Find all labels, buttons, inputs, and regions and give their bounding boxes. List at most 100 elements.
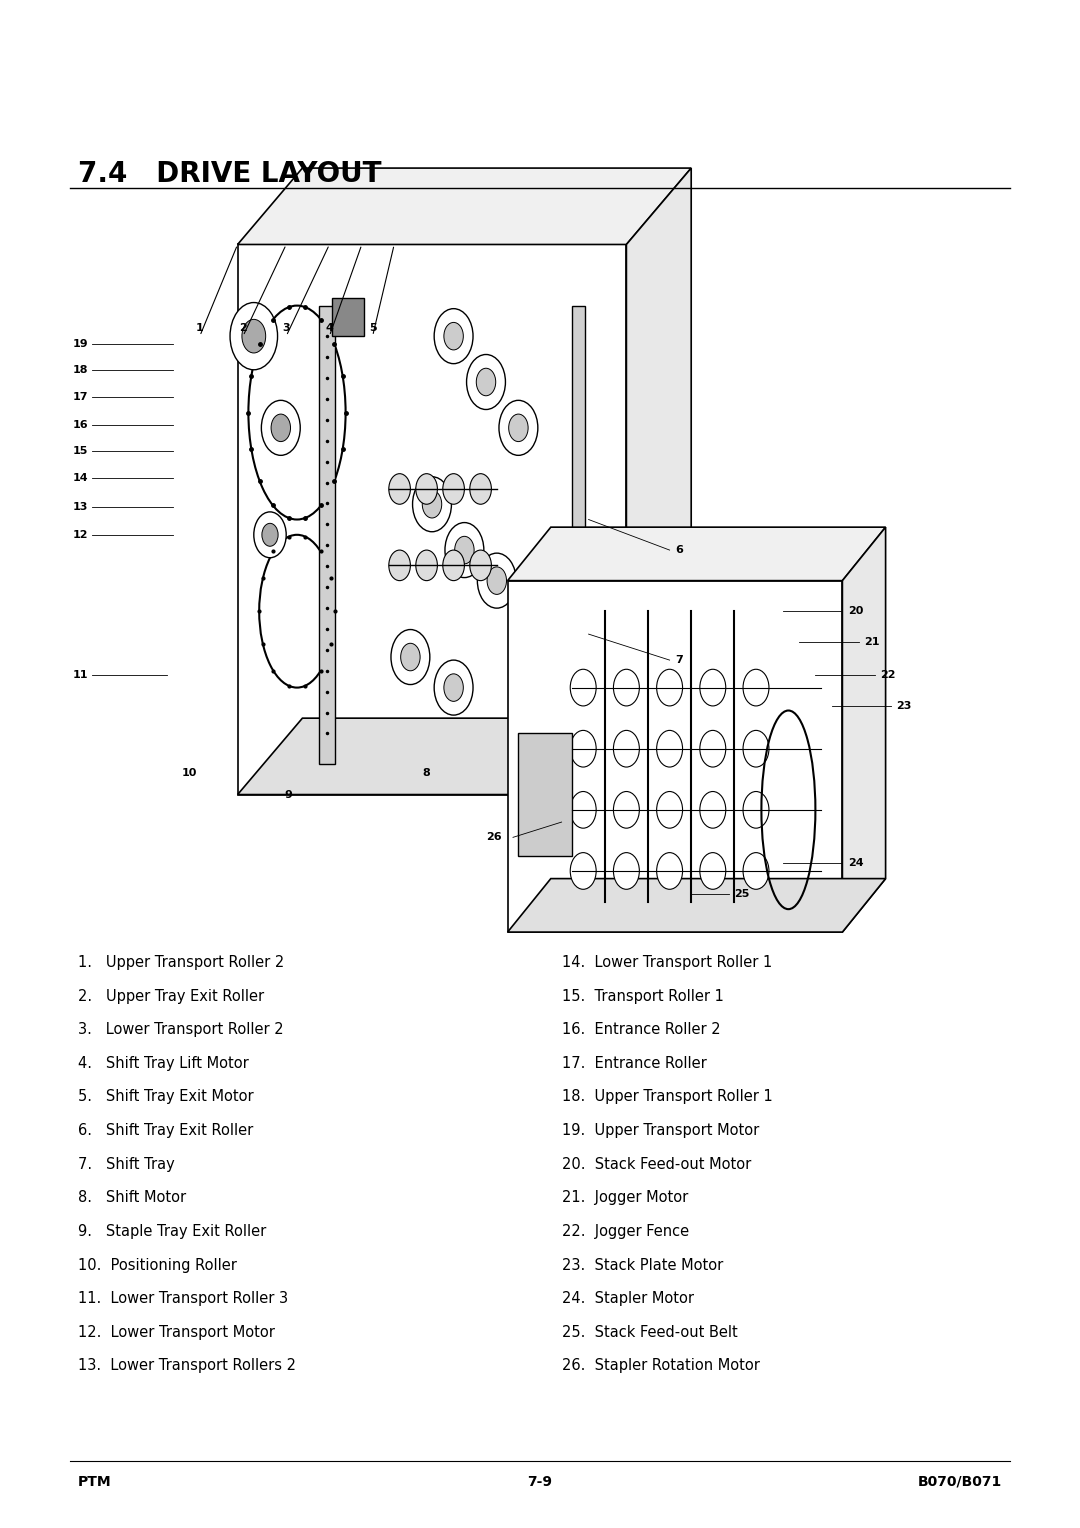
Bar: [319, 306, 335, 764]
Text: 10: 10: [181, 769, 197, 778]
Circle shape: [271, 414, 291, 442]
Text: 25.  Stack Feed-out Belt: 25. Stack Feed-out Belt: [562, 1325, 738, 1340]
Text: 9: 9: [284, 790, 293, 799]
Circle shape: [444, 322, 463, 350]
Circle shape: [477, 553, 516, 608]
Text: 22.  Jogger Fence: 22. Jogger Fence: [562, 1224, 689, 1239]
Text: 15: 15: [73, 446, 89, 455]
Text: 7.   Shift Tray: 7. Shift Tray: [78, 1157, 175, 1172]
Circle shape: [476, 368, 496, 396]
Text: 3: 3: [282, 322, 291, 333]
Circle shape: [434, 660, 473, 715]
Bar: [572, 306, 585, 764]
Circle shape: [700, 730, 726, 767]
Text: 5: 5: [368, 322, 377, 333]
Text: 17.  Entrance Roller: 17. Entrance Roller: [562, 1056, 706, 1071]
Text: 16: 16: [73, 420, 89, 429]
Circle shape: [413, 477, 451, 532]
Circle shape: [470, 550, 491, 581]
Polygon shape: [842, 527, 886, 932]
Text: 3.   Lower Transport Roller 2: 3. Lower Transport Roller 2: [78, 1022, 283, 1038]
Text: 11.  Lower Transport Roller 3: 11. Lower Transport Roller 3: [78, 1291, 288, 1306]
Text: 8: 8: [422, 769, 431, 778]
Text: 7.4   DRIVE LAYOUT: 7.4 DRIVE LAYOUT: [78, 160, 381, 188]
Text: 13.  Lower Transport Rollers 2: 13. Lower Transport Rollers 2: [78, 1358, 296, 1374]
Circle shape: [613, 669, 639, 706]
Circle shape: [743, 730, 769, 767]
Circle shape: [570, 669, 596, 706]
Text: 21.  Jogger Motor: 21. Jogger Motor: [562, 1190, 688, 1206]
Text: 6: 6: [675, 545, 683, 555]
Circle shape: [470, 474, 491, 504]
Text: 7-9: 7-9: [527, 1475, 553, 1488]
Text: 18.  Upper Transport Roller 1: 18. Upper Transport Roller 1: [562, 1089, 772, 1105]
Text: 23: 23: [896, 701, 912, 711]
Text: 20: 20: [848, 607, 863, 616]
Text: 4: 4: [325, 322, 334, 333]
Circle shape: [389, 474, 410, 504]
Text: 2.   Upper Tray Exit Roller: 2. Upper Tray Exit Roller: [78, 989, 264, 1004]
Circle shape: [487, 567, 507, 594]
Circle shape: [261, 523, 279, 547]
Text: 7: 7: [675, 656, 683, 665]
Text: 26: 26: [486, 833, 501, 842]
Text: 17: 17: [73, 393, 89, 402]
Text: 12.  Lower Transport Motor: 12. Lower Transport Motor: [78, 1325, 274, 1340]
Circle shape: [613, 792, 639, 828]
Text: 5.   Shift Tray Exit Motor: 5. Shift Tray Exit Motor: [78, 1089, 254, 1105]
Circle shape: [743, 853, 769, 889]
Circle shape: [743, 669, 769, 706]
Polygon shape: [238, 718, 691, 795]
Circle shape: [700, 669, 726, 706]
Circle shape: [416, 550, 437, 581]
Text: 9.   Staple Tray Exit Roller: 9. Staple Tray Exit Roller: [78, 1224, 266, 1239]
Text: 16.  Entrance Roller 2: 16. Entrance Roller 2: [562, 1022, 720, 1038]
Circle shape: [416, 474, 437, 504]
Circle shape: [499, 400, 538, 455]
Text: 12: 12: [73, 530, 89, 539]
Polygon shape: [508, 527, 886, 581]
Text: 10.  Positioning Roller: 10. Positioning Roller: [78, 1258, 237, 1273]
Text: 22: 22: [880, 671, 895, 680]
Circle shape: [443, 474, 464, 504]
Text: 14.  Lower Transport Roller 1: 14. Lower Transport Roller 1: [562, 955, 772, 970]
Circle shape: [455, 536, 474, 564]
Text: 24: 24: [848, 859, 863, 868]
Circle shape: [570, 792, 596, 828]
Circle shape: [613, 730, 639, 767]
Circle shape: [444, 674, 463, 701]
Circle shape: [570, 730, 596, 767]
Text: 11: 11: [73, 671, 89, 680]
Circle shape: [242, 319, 266, 353]
Circle shape: [613, 853, 639, 889]
Text: 23.  Stack Plate Motor: 23. Stack Plate Motor: [562, 1258, 723, 1273]
Text: 2: 2: [239, 322, 247, 333]
Circle shape: [700, 792, 726, 828]
Circle shape: [657, 792, 683, 828]
Text: 18: 18: [73, 365, 89, 374]
Text: 19.  Upper Transport Motor: 19. Upper Transport Motor: [562, 1123, 759, 1138]
Circle shape: [445, 523, 484, 578]
Circle shape: [254, 512, 286, 558]
Polygon shape: [626, 168, 691, 795]
Circle shape: [434, 309, 473, 364]
Circle shape: [657, 730, 683, 767]
Circle shape: [743, 792, 769, 828]
Circle shape: [570, 853, 596, 889]
Circle shape: [700, 853, 726, 889]
Bar: [332, 298, 364, 336]
Bar: [518, 733, 572, 856]
FancyBboxPatch shape: [508, 581, 842, 932]
Text: 14: 14: [73, 474, 89, 483]
Text: B070/B071: B070/B071: [918, 1475, 1002, 1488]
Circle shape: [467, 354, 505, 410]
Circle shape: [389, 550, 410, 581]
Polygon shape: [238, 168, 691, 244]
Text: 26.  Stapler Rotation Motor: 26. Stapler Rotation Motor: [562, 1358, 759, 1374]
Circle shape: [657, 669, 683, 706]
Text: PTM: PTM: [78, 1475, 111, 1488]
Text: 1: 1: [195, 322, 204, 333]
Circle shape: [391, 630, 430, 685]
Text: 15.  Transport Roller 1: 15. Transport Roller 1: [562, 989, 724, 1004]
Text: 8.   Shift Motor: 8. Shift Motor: [78, 1190, 186, 1206]
